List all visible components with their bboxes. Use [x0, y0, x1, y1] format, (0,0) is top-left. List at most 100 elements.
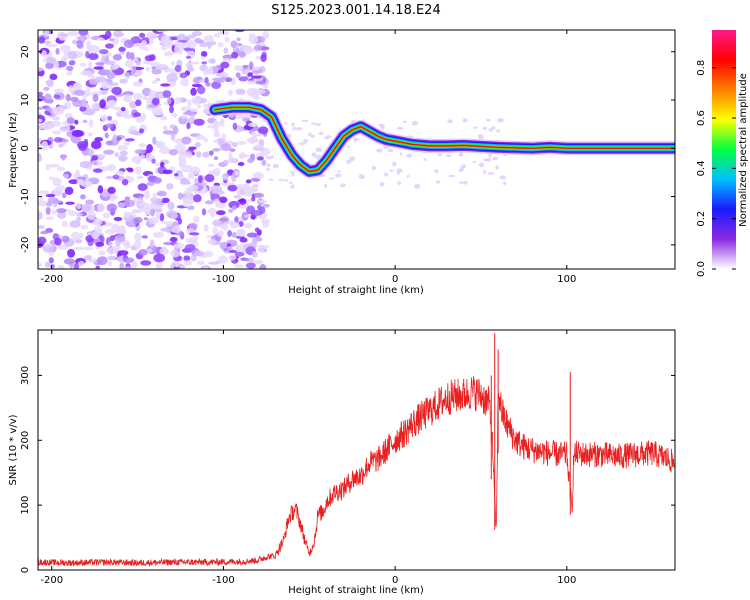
noise-blob [73, 263, 80, 269]
noise-blob [448, 174, 455, 178]
noise-blob [124, 266, 132, 269]
noise-blob [170, 132, 176, 141]
noise-blob [482, 126, 488, 131]
spectrogram-x-tick-label: 0 [392, 274, 398, 285]
noise-blob [163, 51, 174, 57]
noise-blob [379, 182, 385, 187]
noise-blob [46, 202, 53, 207]
noise-blob [168, 149, 178, 156]
noise-blob [222, 159, 229, 165]
noise-blob [487, 171, 494, 175]
noise-blob [348, 156, 355, 162]
noise-blob [45, 216, 55, 220]
noise-blob [152, 231, 165, 238]
noise-blob [492, 156, 499, 161]
noise-blob [105, 175, 114, 180]
noise-blob [155, 262, 163, 269]
noise-blob [101, 80, 109, 90]
noise-blob [413, 183, 421, 189]
noise-blob [399, 152, 403, 156]
noise-blob [228, 200, 240, 209]
noise-blob [263, 84, 269, 89]
noise-blob [447, 119, 453, 124]
noise-blob [179, 181, 192, 185]
noise-blob [106, 164, 117, 172]
noise-blob [52, 177, 62, 187]
spectrogram-y-tick-label: 20 [20, 45, 31, 58]
noise-blob [172, 125, 179, 135]
noise-blob [38, 211, 43, 221]
noise-blob [200, 56, 206, 60]
noise-blob [247, 80, 257, 85]
noise-blob [45, 193, 56, 198]
noise-blob [98, 250, 106, 256]
spectrogram-y-tick-label: -10 [20, 188, 31, 204]
noise-blob [92, 93, 99, 103]
noise-blob [48, 163, 60, 168]
noise-blob [247, 72, 254, 77]
noise-blob [45, 206, 51, 215]
noise-blob [213, 198, 220, 205]
noise-blob [463, 180, 468, 185]
noise-blob [38, 225, 45, 229]
noise-blob [109, 197, 115, 202]
noise-blob [236, 187, 241, 196]
noise-blob [491, 126, 496, 130]
noise-blob [254, 227, 260, 233]
noise-blob [206, 234, 213, 239]
noise-blob [107, 260, 113, 267]
noise-blob [227, 184, 238, 192]
noise-blob [478, 134, 484, 140]
noise-blob [253, 192, 265, 199]
noise-blob [82, 119, 88, 124]
noise-blob [93, 161, 98, 165]
noise-blob [106, 203, 118, 213]
noise-blob [193, 250, 205, 257]
noise-blob [257, 199, 268, 204]
noise-blob [61, 138, 69, 143]
noise-blob [250, 209, 263, 216]
noise-blob [209, 58, 216, 64]
snr-x-tick-label: 100 [557, 575, 576, 586]
noise-blob [68, 60, 76, 66]
noise-blob [45, 106, 52, 112]
noise-blob [80, 180, 93, 188]
noise-blob [358, 174, 365, 179]
noise-blob [220, 61, 230, 69]
noise-blob [122, 114, 134, 119]
noise-blob [186, 34, 196, 39]
noise-blob [143, 217, 148, 221]
noise-blob [217, 230, 224, 237]
noise-blob [497, 118, 504, 123]
noise-blob [150, 208, 156, 217]
noise-blob [234, 30, 245, 33]
noise-blob [132, 112, 142, 117]
noise-blob [213, 132, 221, 138]
noise-blob [179, 72, 188, 79]
noise-blob [232, 122, 238, 131]
noise-blob [123, 39, 135, 48]
noise-blob [160, 35, 171, 45]
noise-blob [255, 55, 262, 60]
noise-blob [71, 39, 77, 45]
noise-blob [151, 80, 158, 84]
noise-blob [236, 37, 241, 42]
noise-blob [188, 222, 198, 229]
noise-blob [112, 134, 118, 143]
noise-blob [124, 59, 134, 68]
noise-blob [136, 202, 146, 207]
noise-blob [380, 125, 385, 130]
noise-blob [56, 208, 67, 214]
noise-blob [112, 32, 125, 37]
noise-blob [161, 45, 168, 51]
noise-blob [132, 216, 143, 224]
noise-blob [323, 136, 330, 140]
noise-blob [135, 99, 142, 107]
noise-blob [289, 170, 295, 173]
noise-blob [252, 66, 260, 71]
noise-blob [203, 137, 209, 143]
noise-blob [488, 154, 492, 158]
noise-blob [68, 210, 77, 217]
noise-blob [174, 173, 179, 177]
spectrogram-ylabel: Frequency (Hz) [8, 112, 19, 188]
